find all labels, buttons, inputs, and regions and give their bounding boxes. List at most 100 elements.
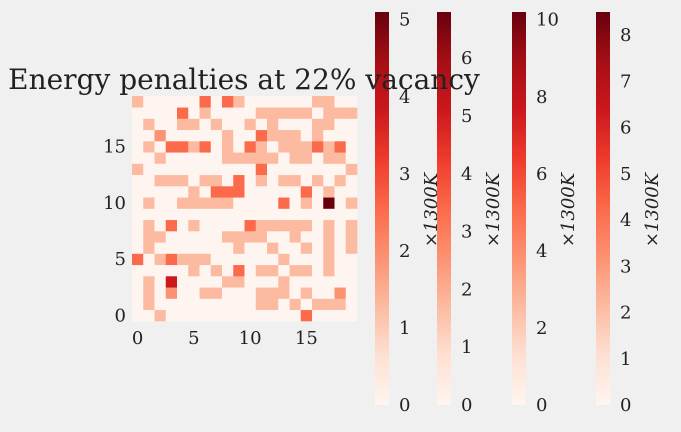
heatmap-cell (323, 96, 335, 108)
heatmap-cell (312, 242, 324, 254)
heatmap-cell (255, 152, 268, 164)
heatmap-cell (323, 163, 335, 176)
heatmap-cell (312, 287, 324, 299)
x-tick-label: 15 (295, 328, 318, 349)
y-tick-label: 15 (103, 137, 126, 158)
colorbar-tick-label: 4 (536, 241, 547, 262)
heatmap-cell (132, 298, 144, 311)
heatmap-cell (312, 118, 324, 131)
heatmap-cell (312, 96, 324, 108)
heatmap-cell (312, 208, 324, 221)
heatmap-cell (199, 287, 212, 299)
heatmap-cell (154, 96, 167, 108)
heatmap-cell (278, 298, 290, 311)
colorbar-tick-label: 1 (461, 337, 472, 358)
heatmap-cell (334, 242, 347, 254)
heatmap-cell (199, 264, 212, 277)
heatmap-cell (334, 163, 347, 176)
heatmap-cell (188, 118, 200, 131)
heatmap-cell (244, 208, 257, 221)
heatmap-cell (323, 208, 335, 221)
heatmap-cell (244, 219, 257, 232)
heatmap-cell (154, 298, 167, 311)
heatmap-cell (244, 141, 257, 153)
colorbar-tick-label: 3 (620, 256, 631, 277)
heatmap-cell (222, 197, 234, 209)
heatmap-cell (323, 129, 335, 142)
heatmap-cell (199, 298, 212, 311)
heatmap-cell (177, 197, 189, 209)
heatmap-cell (154, 197, 167, 209)
heatmap-cell (255, 287, 268, 299)
colorbar-gradient (512, 12, 526, 405)
heatmap-cell (199, 118, 212, 131)
heatmap-cell (300, 208, 313, 221)
heatmap-cell (199, 141, 212, 153)
heatmap-cell (278, 287, 290, 299)
heatmap-cell (244, 186, 257, 198)
heatmap-cell (165, 163, 178, 176)
heatmap-cell (300, 118, 313, 131)
heatmap-cell (278, 129, 290, 142)
heatmap-cell (334, 96, 347, 108)
heatmap-cell (210, 287, 223, 299)
heatmap-cell (345, 264, 358, 277)
heatmap-cell (255, 197, 268, 209)
heatmap-cell (165, 231, 178, 243)
heatmap-cell (233, 118, 245, 131)
heatmap-cell (267, 231, 279, 243)
heatmap-cell (154, 107, 167, 119)
heatmap-cell (289, 219, 302, 232)
heatmap-cell (143, 107, 155, 119)
heatmap-cell (345, 253, 358, 266)
heatmap-cell (255, 242, 268, 254)
heatmap-cell (267, 163, 279, 176)
heatmap-cell (312, 163, 324, 176)
heatmap-cell (323, 118, 335, 131)
colorbar-tick-label: 1 (620, 349, 631, 370)
heatmap-cell (278, 141, 290, 153)
heatmap-cell (222, 96, 234, 108)
heatmap-cell (165, 174, 178, 187)
heatmap-cell (199, 309, 212, 322)
colorbar: 0 1 2 3 4 5 6 ×1300K (437, 12, 504, 416)
heatmap-cell (143, 309, 155, 322)
heatmap-cell (244, 264, 257, 277)
heatmap-cell (199, 152, 212, 164)
heatmap-cell (255, 231, 268, 243)
heatmap-cell (323, 152, 335, 164)
heatmap-cell (210, 242, 223, 254)
heatmap-cell (188, 152, 200, 164)
heatmap-cell (154, 309, 167, 322)
heatmap-cell (312, 276, 324, 288)
heatmap-cell (177, 276, 189, 288)
heatmap-cell (345, 152, 358, 164)
heatmap-cell (199, 253, 212, 266)
heatmap-cell (312, 129, 324, 142)
colorbar-tick-label: 4 (620, 210, 631, 231)
colorbar-gradient (375, 12, 389, 405)
heatmap-cell (345, 219, 358, 232)
colorbar-gradient (596, 12, 610, 405)
heatmap-cell (334, 141, 347, 153)
heatmap-cell (132, 152, 144, 164)
colorbar-tick-label: 5 (461, 106, 472, 127)
heatmap-cell (188, 264, 200, 277)
heatmap-cell (165, 264, 178, 277)
heatmap-cell (210, 197, 223, 209)
heatmap-cell (289, 276, 302, 288)
heatmap-cell (143, 219, 155, 232)
heatmap-cell (222, 152, 234, 164)
heatmap-cell (233, 242, 245, 254)
heatmap-cell (233, 287, 245, 299)
heatmap-cell (143, 208, 155, 221)
heatmap-cell (143, 118, 155, 131)
heatmap-cell (278, 264, 290, 277)
heatmap-cell (177, 107, 189, 119)
heatmap-cell (210, 129, 223, 142)
colorbar-tick-label: 4 (399, 87, 410, 108)
heatmap-cell (143, 129, 155, 142)
heatmap-cell (154, 174, 167, 187)
heatmap-cell (188, 276, 200, 288)
heatmap-cell (244, 298, 257, 311)
